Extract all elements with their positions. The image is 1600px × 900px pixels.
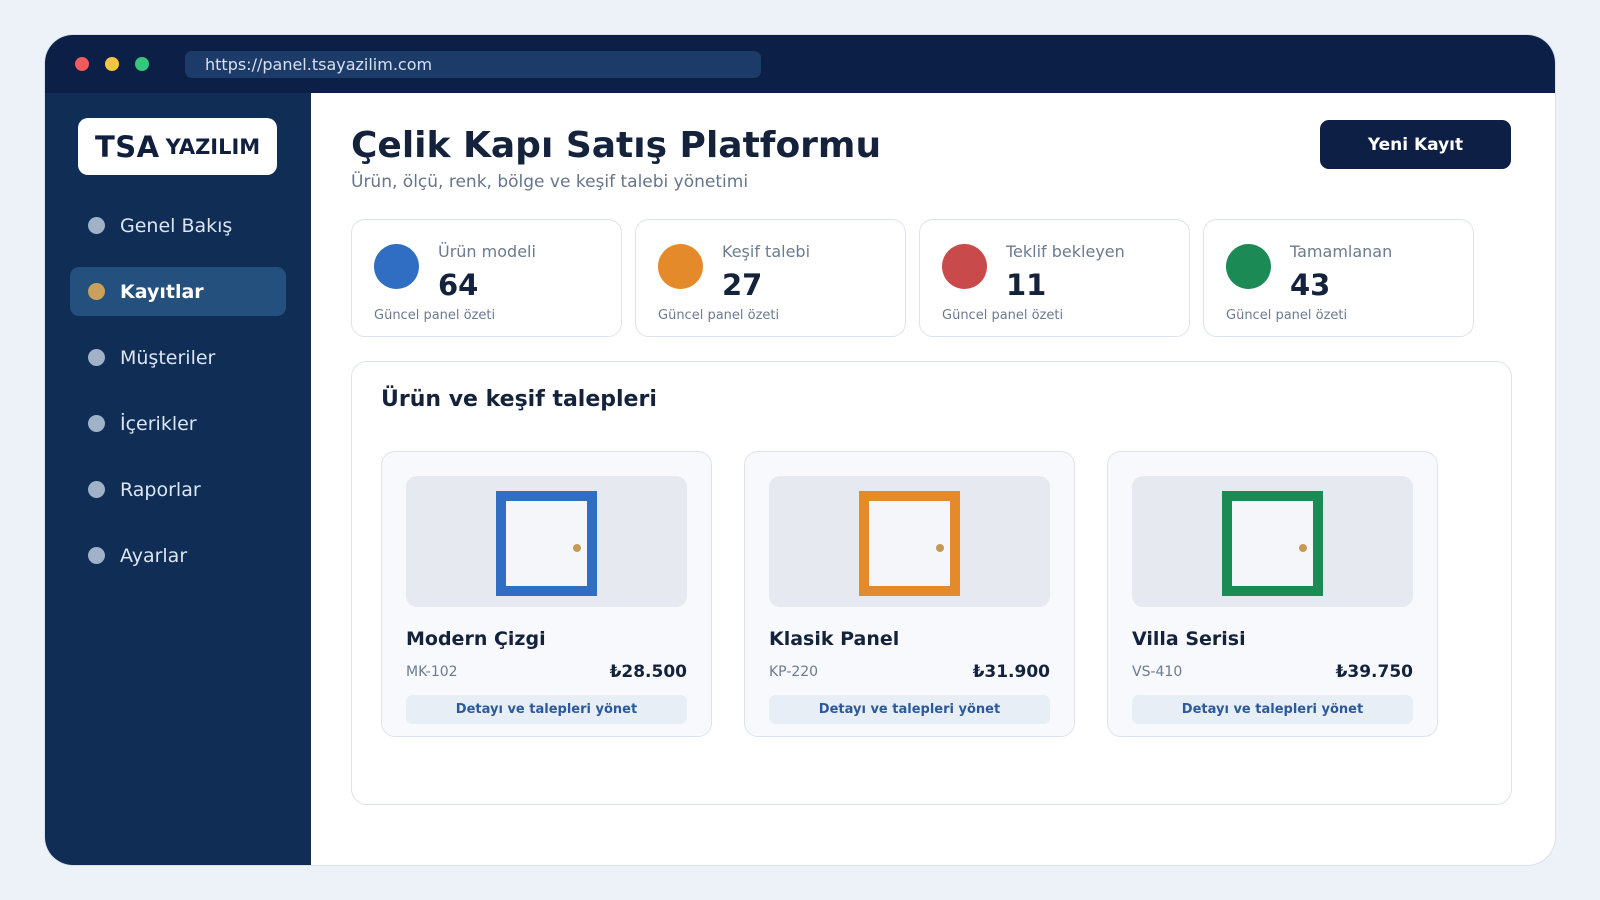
product-image — [406, 476, 687, 607]
stat-card-survey-requests: Keşif talebi 27 Güncel panel özeti — [635, 219, 906, 337]
door-knob — [1299, 544, 1307, 552]
product-card-klasik-panel[interactable]: Klasik Panel KP-220 ₺31.900 Detayı ve ta… — [744, 451, 1075, 737]
browser-titlebar: https://panel.tsayazilim.com — [45, 35, 1555, 93]
stat-circle-icon — [942, 244, 987, 289]
close-window-button[interactable] — [75, 57, 89, 71]
product-image — [1132, 476, 1413, 607]
stat-circle-icon — [1226, 244, 1271, 289]
nav-dot-icon — [88, 481, 105, 498]
sidebar-item-label: Raporlar — [120, 478, 201, 501]
product-price: ₺31.900 — [972, 662, 1050, 682]
stat-caption: Güncel panel özeti — [374, 308, 496, 323]
stat-label: Tamamlanan — [1290, 242, 1393, 261]
panel-title: Ürün ve keşif talepleri — [381, 387, 657, 412]
sidebar-item-kayitlar[interactable]: Kayıtlar — [70, 267, 286, 316]
brand-logo-secondary: YAZILIM — [165, 134, 261, 159]
door-icon — [1222, 491, 1323, 596]
product-price: ₺28.500 — [609, 662, 687, 682]
nav-dot-icon — [88, 349, 105, 366]
manage-product-link[interactable]: Detayı ve talepleri yönet — [1132, 695, 1413, 724]
sidebar-item-label: Kayıtlar — [120, 280, 204, 303]
stat-value: 11 — [1006, 268, 1047, 302]
product-name: Villa Serisi — [1132, 628, 1246, 650]
product-image — [769, 476, 1050, 607]
product-price: ₺39.750 — [1335, 662, 1413, 682]
page-subtitle: Ürün, ölçü, renk, bölge ve keşif talebi … — [351, 172, 749, 192]
stat-label: Ürün modeli — [438, 242, 536, 261]
stat-caption: Güncel panel özeti — [1226, 308, 1348, 323]
stat-caption: Güncel panel özeti — [942, 308, 1064, 323]
sidebar-item-label: Müşteriler — [120, 346, 216, 369]
nav-dot-icon — [88, 283, 105, 300]
stat-card-product-models: Ürün modeli 64 Güncel panel özeti — [351, 219, 622, 337]
stat-circle-icon — [658, 244, 703, 289]
brand-logo[interactable]: TSA YAZILIM — [78, 118, 277, 175]
sidebar-item-raporlar[interactable]: Raporlar — [70, 465, 286, 514]
maximize-window-button[interactable] — [135, 57, 149, 71]
sidebar-item-genel-bakis[interactable]: Genel Bakış — [70, 201, 286, 250]
product-card-modern-cizgi[interactable]: Modern Çizgi MK-102 ₺28.500 Detayı ve ta… — [381, 451, 712, 737]
stat-value: 27 — [722, 268, 763, 302]
product-code: MK-102 — [406, 664, 458, 680]
stat-caption: Güncel panel özeti — [658, 308, 780, 323]
browser-window: https://panel.tsayazilim.com TSA YAZILIM… — [45, 35, 1555, 865]
door-knob — [573, 544, 581, 552]
stat-value: 43 — [1290, 268, 1331, 302]
door-icon — [859, 491, 960, 596]
sidebar-item-icerikler[interactable]: İçerikler — [70, 399, 286, 448]
brand-logo-primary: TSA — [95, 129, 160, 164]
manage-product-link[interactable]: Detayı ve talepleri yönet — [769, 695, 1050, 724]
sidebar-item-ayarlar[interactable]: Ayarlar — [70, 531, 286, 580]
address-bar[interactable]: https://panel.tsayazilim.com — [185, 51, 761, 78]
product-name: Modern Çizgi — [406, 628, 546, 650]
stat-value: 64 — [438, 268, 479, 302]
product-code: KP-220 — [769, 664, 819, 680]
page-title: Çelik Kapı Satış Platformu — [351, 125, 882, 166]
sidebar-item-label: Genel Bakış — [120, 214, 233, 237]
stat-label: Keşif talebi — [722, 242, 811, 261]
stat-label: Teklif bekleyen — [1006, 242, 1125, 261]
product-requests-panel: Ürün ve keşif talepleri Modern Çizgi MK-… — [351, 361, 1512, 805]
door-icon — [496, 491, 597, 596]
sidebar: TSA YAZILIM Genel Bakış Kayıtlar Müşteri… — [45, 93, 311, 865]
minimize-window-button[interactable] — [105, 57, 119, 71]
product-code: VS-410 — [1132, 664, 1183, 680]
door-knob — [936, 544, 944, 552]
new-record-button[interactable]: Yeni Kayıt — [1320, 120, 1511, 169]
sidebar-item-label: İçerikler — [120, 412, 197, 435]
nav-dot-icon — [88, 217, 105, 234]
product-name: Klasik Panel — [769, 628, 900, 650]
sidebar-item-label: Ayarlar — [120, 544, 188, 567]
manage-product-link[interactable]: Detayı ve talepleri yönet — [406, 695, 687, 724]
nav-dot-icon — [88, 415, 105, 432]
nav-dot-icon — [88, 547, 105, 564]
product-card-villa-serisi[interactable]: Villa Serisi VS-410 ₺39.750 Detayı ve ta… — [1107, 451, 1438, 737]
stat-card-pending-quotes: Teklif bekleyen 11 Güncel panel özeti — [919, 219, 1190, 337]
sidebar-item-musteriler[interactable]: Müşteriler — [70, 333, 286, 382]
main-content: Çelik Kapı Satış Platformu Ürün, ölçü, r… — [311, 93, 1555, 865]
stat-circle-icon — [374, 244, 419, 289]
stat-card-completed: Tamamlanan 43 Güncel panel özeti — [1203, 219, 1474, 337]
